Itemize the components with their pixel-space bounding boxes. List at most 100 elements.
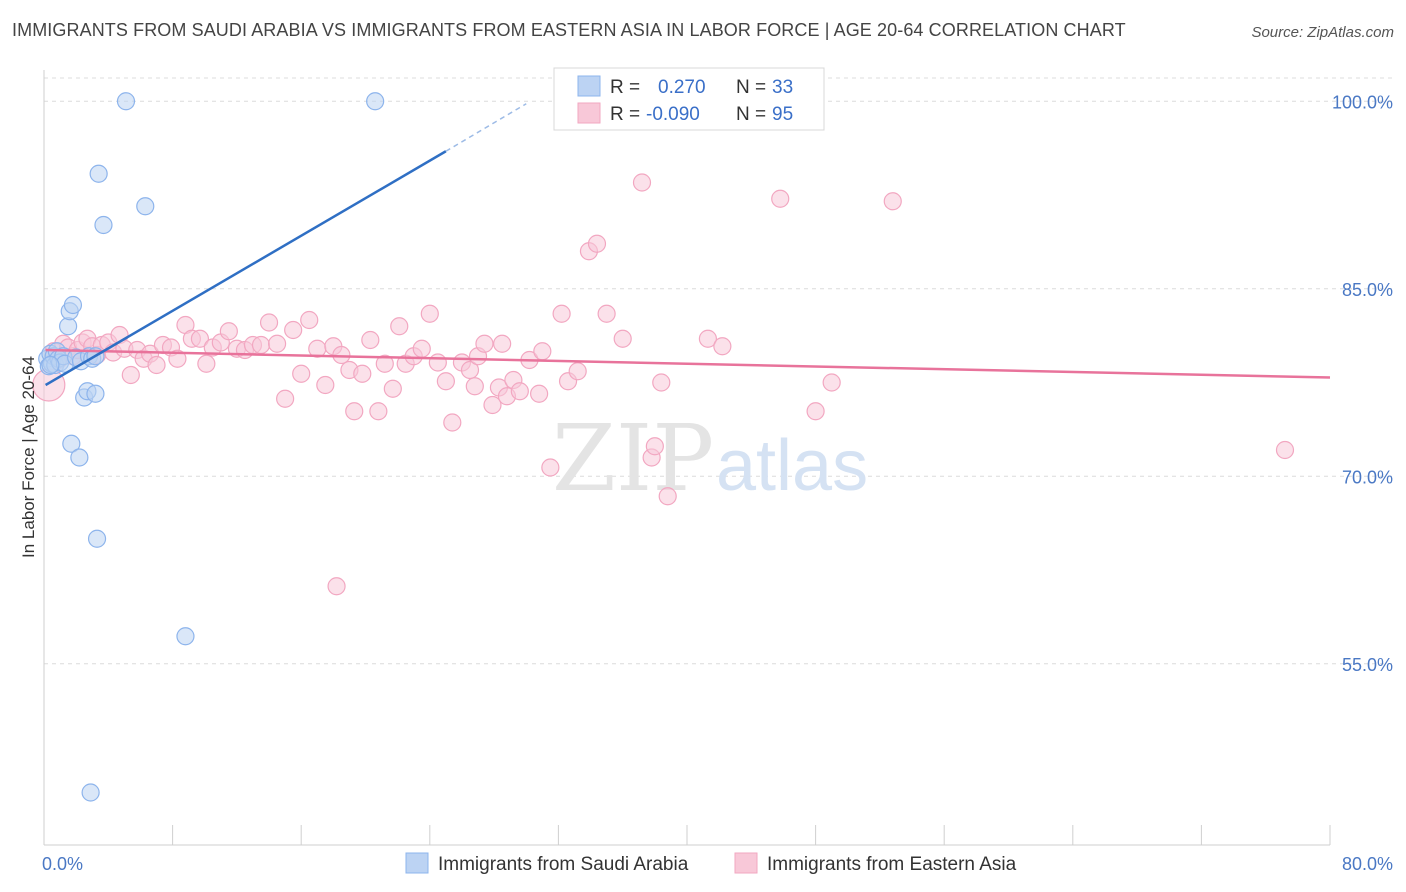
point-saudi-20: [86, 384, 105, 403]
point-saudi-30: [366, 92, 385, 111]
bottom-legend-swatch-saudi: [405, 852, 429, 874]
point-eastern-asia-39: [292, 364, 311, 383]
point-saudi-31: [81, 783, 100, 802]
legend-r-value-saudi: 0.270: [658, 77, 706, 98]
y-tick-label-0: 55.0%: [1342, 655, 1393, 675]
point-eastern-asia-56: [420, 304, 439, 323]
point-eastern-asia-59: [443, 413, 462, 432]
point-eastern-asia-52: [390, 317, 409, 336]
point-eastern-asia-87: [822, 373, 841, 392]
point-eastern-asia-20: [147, 355, 166, 375]
point-eastern-asia-47: [353, 364, 372, 383]
point-eastern-asia-42: [316, 375, 335, 395]
point-eastern-asia-84: [713, 337, 732, 356]
y-tick-label-1: 70.0%: [1342, 467, 1393, 487]
chart-title: IMMIGRANTS FROM SAUDI ARABIA VS IMMIGRAN…: [12, 20, 1126, 40]
point-eastern-asia-57: [428, 353, 447, 372]
legend-n-value-eastern-asia: 95: [772, 104, 793, 125]
point-eastern-asia-63: [475, 334, 494, 353]
trend-lines: [44, 103, 1331, 387]
point-eastern-asia-51: [383, 379, 402, 398]
point-eastern-asia-81: [652, 373, 671, 392]
watermark: ZIP atlas: [552, 405, 868, 512]
watermark-atlas: atlas: [716, 426, 868, 506]
point-eastern-asia-30: [219, 322, 238, 341]
point-eastern-asia-50: [375, 354, 394, 373]
point-eastern-asia-90: [327, 577, 346, 596]
legend-r-label-2: R =: [610, 104, 640, 125]
point-eastern-asia-23: [168, 349, 187, 368]
point-eastern-asia-35: [259, 313, 279, 332]
point-eastern-asia-78: [632, 173, 652, 192]
x-tick-label-0: 0.0%: [42, 854, 83, 874]
point-eastern-asia-34: [251, 335, 271, 355]
tick-labels: 55.0% 70.0% 85.0% 100.0% 0.0% 80.0%: [42, 92, 1393, 874]
point-eastern-asia-64: [483, 395, 502, 415]
point-eastern-asia-71: [541, 458, 560, 477]
bottom-legend-label-saudi: Immigrants from Saudi Arabia: [438, 854, 689, 875]
point-eastern-asia-48: [361, 330, 380, 350]
point-eastern-asia-37: [276, 389, 295, 408]
point-eastern-asia-72: [552, 304, 571, 323]
watermark-zip: ZIP: [552, 405, 714, 512]
data-points: [32, 92, 1295, 802]
point-eastern-asia-88: [883, 192, 902, 211]
point-eastern-asia-58: [436, 372, 455, 391]
legend-n-label-1: N =: [736, 77, 766, 98]
point-eastern-asia-70: [530, 384, 549, 403]
point-saudi-21: [62, 434, 81, 453]
trend-line-eastern-asia: [45, 348, 1331, 379]
bottom-legend: Immigrants from Saudi Arabia Immigrants …: [405, 852, 1017, 875]
point-eastern-asia-89: [1275, 440, 1295, 460]
gridlines: [44, 77, 1392, 665]
point-saudi-22: [70, 448, 89, 467]
point-eastern-asia-55: [412, 339, 431, 358]
legend-swatch-eastern-asia: [577, 102, 601, 124]
trend-line-saudi-extension: [445, 103, 527, 152]
x-tick-label-1: 80.0%: [1342, 854, 1393, 874]
point-eastern-asia-26: [190, 329, 210, 348]
stats-legend: R = 0.270 N = 33 R = -0.090 N = 95: [553, 67, 825, 131]
point-saudi-28: [136, 197, 155, 216]
legend-r-value-eastern-asia: -0.090: [646, 104, 700, 125]
bottom-legend-label-eastern-asia: Immigrants from Eastern Asia: [767, 854, 1017, 875]
point-saudi-27: [116, 92, 136, 111]
y-axis-label: In Labor Force | Age 20-64: [19, 356, 38, 558]
point-eastern-asia-16: [121, 365, 140, 385]
legend-n-value-saudi: 33: [772, 77, 793, 98]
y-tick-label-3: 100.0%: [1332, 92, 1393, 112]
trend-line-saudi: [44, 150, 447, 387]
point-eastern-asia-74: [568, 362, 587, 381]
point-eastern-asia-49: [369, 402, 388, 421]
point-saudi-25: [89, 164, 108, 183]
point-eastern-asia-38: [284, 320, 303, 340]
bottom-legend-swatch-eastern-asia: [734, 852, 758, 874]
axes: [43, 70, 1331, 846]
point-eastern-asia-94: [533, 342, 552, 361]
legend-n-label-2: N =: [736, 104, 766, 125]
legend-swatch-saudi: [577, 75, 601, 97]
point-eastern-asia-27: [197, 354, 216, 373]
point-saudi-26: [94, 215, 113, 235]
point-saudi-29: [176, 627, 195, 646]
point-eastern-asia-85: [771, 189, 790, 208]
point-saudi-24: [87, 529, 107, 548]
point-eastern-asia-82: [658, 487, 677, 506]
y-tick-label-2: 85.0%: [1342, 280, 1393, 300]
point-saudi-13: [63, 295, 83, 315]
series-eastern-asia: [32, 173, 1295, 596]
point-eastern-asia-83: [698, 329, 717, 348]
point-eastern-asia-92: [597, 304, 616, 323]
legend-r-label-1: R =: [610, 77, 640, 98]
point-eastern-asia-91: [493, 334, 512, 353]
point-saudi-32: [41, 355, 60, 375]
point-eastern-asia-76: [587, 234, 607, 253]
point-eastern-asia-68: [510, 382, 529, 401]
source-label: Source: ZipAtlas.com: [1251, 24, 1394, 41]
point-eastern-asia-61: [460, 360, 480, 380]
point-eastern-asia-93: [465, 377, 484, 396]
point-eastern-asia-40: [300, 310, 319, 330]
series-saudi: [38, 92, 385, 802]
point-eastern-asia-80: [645, 437, 664, 456]
